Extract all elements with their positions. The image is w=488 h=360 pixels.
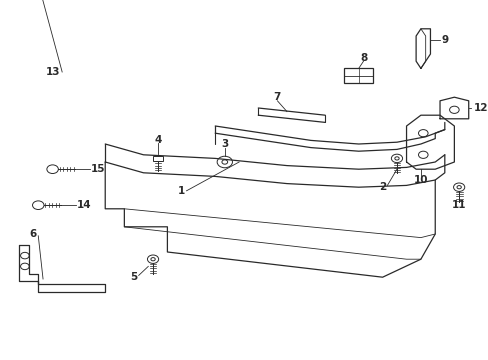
Text: 5: 5 <box>130 272 137 282</box>
Text: 4: 4 <box>154 135 161 145</box>
Bar <box>344 68 372 83</box>
Text: 2: 2 <box>378 182 386 192</box>
Text: 12: 12 <box>472 103 487 113</box>
Text: 14: 14 <box>76 200 91 210</box>
Text: 1: 1 <box>178 186 185 196</box>
Text: 8: 8 <box>359 53 366 63</box>
Text: 13: 13 <box>45 67 60 77</box>
Text: 9: 9 <box>440 35 447 45</box>
Text: 7: 7 <box>273 92 281 102</box>
Text: 15: 15 <box>91 164 105 174</box>
Text: 11: 11 <box>451 200 466 210</box>
Text: 6: 6 <box>30 229 37 239</box>
Text: 3: 3 <box>221 139 228 149</box>
Text: 10: 10 <box>413 175 427 185</box>
